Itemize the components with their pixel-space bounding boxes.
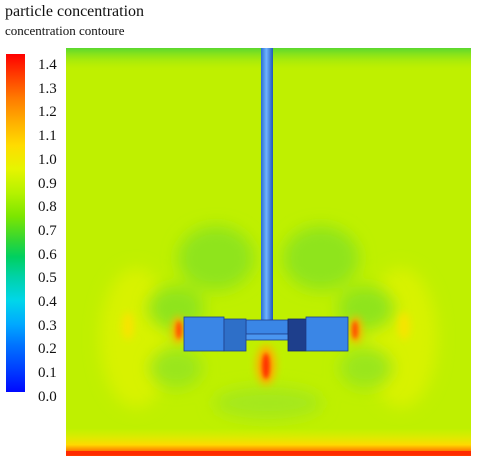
hotspot-left-wall — [122, 312, 134, 340]
legend-label: 1.1 — [38, 128, 57, 145]
legend-label: 0.0 — [38, 388, 57, 405]
legend-label: 0.5 — [38, 270, 57, 287]
hotspot-core-right — [352, 321, 358, 339]
right-mid-lobe — [338, 286, 394, 330]
legend-label: 0.7 — [38, 222, 57, 239]
impeller-blade-left-inner — [223, 318, 247, 352]
legend-label: 0.3 — [38, 317, 57, 334]
legend-label: 0.6 — [38, 246, 57, 263]
left-upper-lobe — [178, 226, 254, 290]
hotspot-right-wall — [398, 312, 410, 340]
impeller-hub-top — [245, 319, 289, 335]
plot-subtitle: concentration contoure — [5, 23, 125, 38]
center-low-lobe — [213, 387, 323, 419]
left-side-zone — [100, 268, 172, 408]
left-low-lobe — [150, 348, 202, 388]
right-low-lobe — [340, 348, 392, 388]
legend-label: 1.3 — [38, 80, 57, 97]
legend-label: 0.9 — [38, 175, 57, 192]
legend-label: 1.2 — [38, 104, 57, 121]
legend-label: 0.1 — [38, 365, 57, 382]
legend-label: 0.4 — [38, 294, 57, 310]
legend-label: 0.2 — [38, 341, 57, 358]
bottom-edge — [66, 451, 471, 455]
color-legend-bar — [6, 54, 25, 392]
hotspot-core-below-hub — [262, 353, 270, 379]
impeller-blade-right — [305, 316, 349, 352]
impeller-blade-left — [183, 316, 225, 352]
hotspot-core-left — [176, 321, 182, 339]
impeller-shaft — [261, 48, 273, 326]
plot-title: particle concentration — [5, 3, 145, 20]
concentration-contour-plot — [66, 48, 471, 456]
legend-label: 1.4 — [38, 57, 57, 73]
right-upper-lobe — [283, 226, 359, 290]
legend-label: 1.0 — [38, 151, 57, 168]
impeller-blade-right-inner — [287, 318, 307, 352]
legend-label: 0.8 — [38, 199, 57, 216]
